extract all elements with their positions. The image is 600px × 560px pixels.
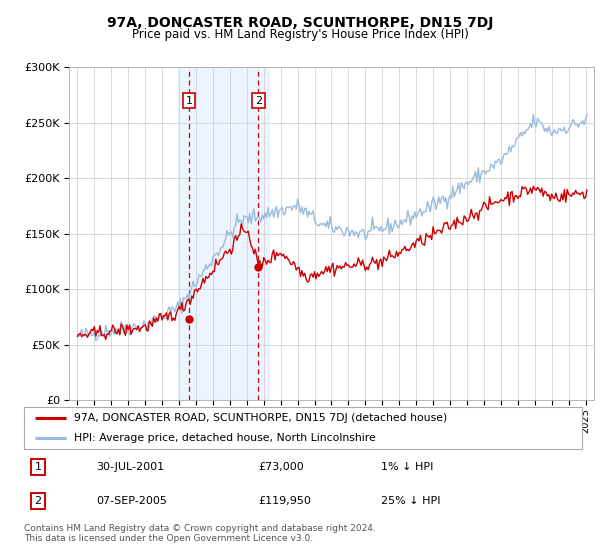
Text: HPI: Average price, detached house, North Lincolnshire: HPI: Average price, detached house, Nort… [74,433,376,443]
Text: 1: 1 [34,463,41,472]
Text: 2: 2 [255,96,262,105]
Text: £73,000: £73,000 [259,463,304,472]
Bar [178,67,269,400]
Text: 30-JUL-2001: 30-JUL-2001 [97,463,164,472]
Text: 07-SEP-2005: 07-SEP-2005 [97,496,167,506]
Text: 97A, DONCASTER ROAD, SCUNTHORPE, DN15 7DJ: 97A, DONCASTER ROAD, SCUNTHORPE, DN15 7D… [107,16,493,30]
Text: Contains HM Land Registry data © Crown copyright and database right 2024.: Contains HM Land Registry data © Crown c… [24,524,376,533]
Text: 1% ↓ HPI: 1% ↓ HPI [381,463,433,472]
Text: 25% ↓ HPI: 25% ↓ HPI [381,496,440,506]
Text: Price paid vs. HM Land Registry's House Price Index (HPI): Price paid vs. HM Land Registry's House … [131,28,469,41]
Text: 97A, DONCASTER ROAD, SCUNTHORPE, DN15 7DJ (detached house): 97A, DONCASTER ROAD, SCUNTHORPE, DN15 7D… [74,413,448,423]
Text: 1: 1 [185,96,193,105]
Text: This data is licensed under the Open Government Licence v3.0.: This data is licensed under the Open Gov… [24,534,313,543]
Text: £119,950: £119,950 [259,496,311,506]
Text: 2: 2 [34,496,41,506]
